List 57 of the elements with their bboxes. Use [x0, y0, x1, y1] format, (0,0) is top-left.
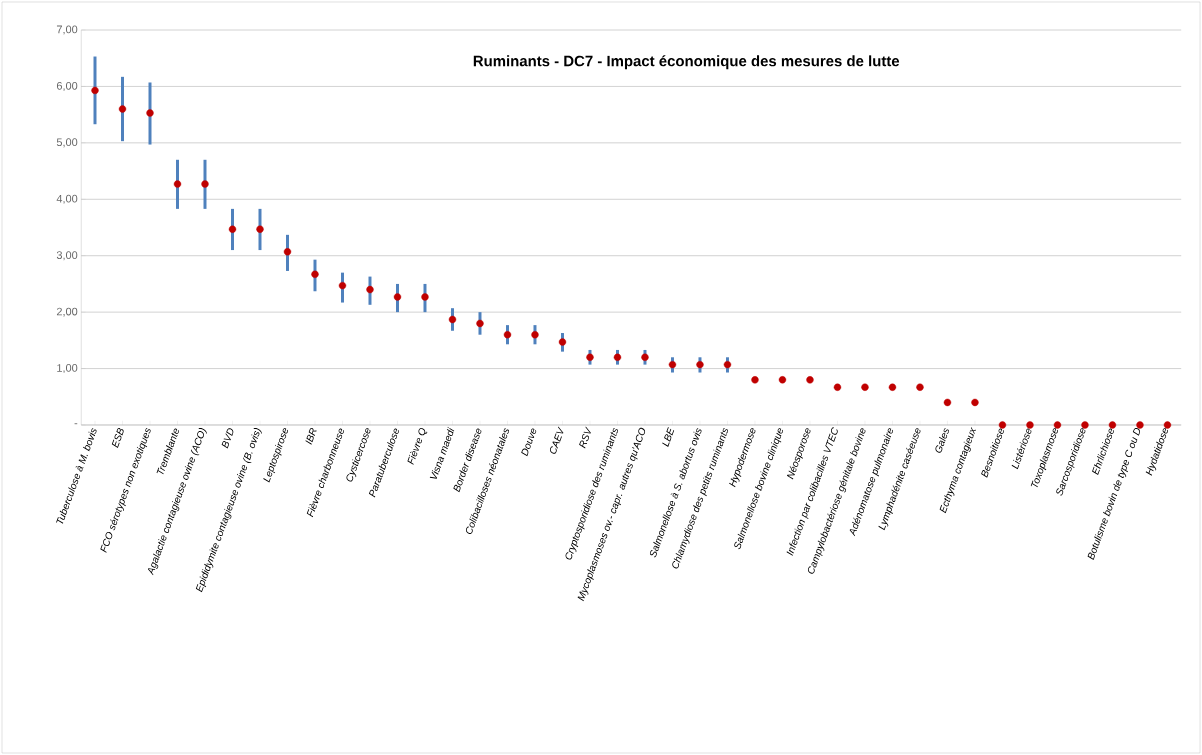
point — [476, 319, 484, 328]
y-tick-label: 4,00 — [56, 194, 78, 204]
point — [613, 353, 622, 361]
point — [283, 248, 292, 256]
y-tick-label: 3,00 — [56, 251, 78, 261]
point — [421, 293, 429, 301]
point — [448, 315, 457, 324]
point — [366, 285, 374, 294]
point — [668, 360, 677, 369]
point — [833, 383, 842, 391]
point — [696, 360, 704, 369]
point — [91, 86, 99, 95]
x-tick-label: Douve — [521, 428, 537, 457]
point — [861, 383, 869, 391]
x-tick-label: RSV — [579, 426, 591, 449]
y-tick-label: - — [74, 423, 78, 425]
text: Ruminants - DC7 - Impact économique des mesures de lutte — [473, 55, 900, 70]
point — [641, 353, 649, 361]
point — [1081, 421, 1089, 429]
point — [173, 180, 182, 188]
point — [806, 376, 814, 384]
x-tick-label: Fièvre Q — [407, 427, 428, 465]
point — [228, 225, 237, 233]
x-tick-label: Visna maedi — [429, 426, 455, 479]
x-tick-label: Gales — [935, 428, 949, 453]
point — [558, 338, 567, 346]
point — [1163, 421, 1172, 429]
point — [916, 383, 924, 391]
point — [256, 225, 264, 233]
point — [311, 270, 319, 279]
point — [393, 293, 402, 301]
point — [146, 109, 154, 117]
point — [338, 281, 347, 290]
x-tick-label: ESB — [111, 427, 124, 448]
x-tick-label: LBE — [662, 427, 675, 447]
y-tick-label: 5,00 — [56, 138, 78, 148]
point — [531, 331, 539, 339]
point — [503, 331, 512, 339]
y-tick-label: 1,00 — [57, 364, 78, 374]
x-tick-label: CAEV — [549, 426, 564, 454]
point — [971, 398, 979, 407]
point — [723, 360, 732, 369]
point — [943, 398, 952, 407]
point — [1136, 421, 1144, 429]
point — [888, 383, 897, 391]
point — [118, 105, 127, 113]
y-tick-label: 7,00 — [56, 25, 78, 35]
point — [1108, 421, 1117, 429]
point — [201, 180, 209, 188]
x-tick-label: IBR — [305, 427, 317, 445]
y-tick-label: 6,00 — [56, 81, 78, 91]
point — [586, 353, 594, 361]
x-tick-label: BVD — [221, 428, 234, 449]
point — [998, 421, 1007, 429]
y-tick-label: 2,00 — [56, 307, 78, 317]
point — [778, 376, 787, 384]
point — [751, 376, 759, 384]
